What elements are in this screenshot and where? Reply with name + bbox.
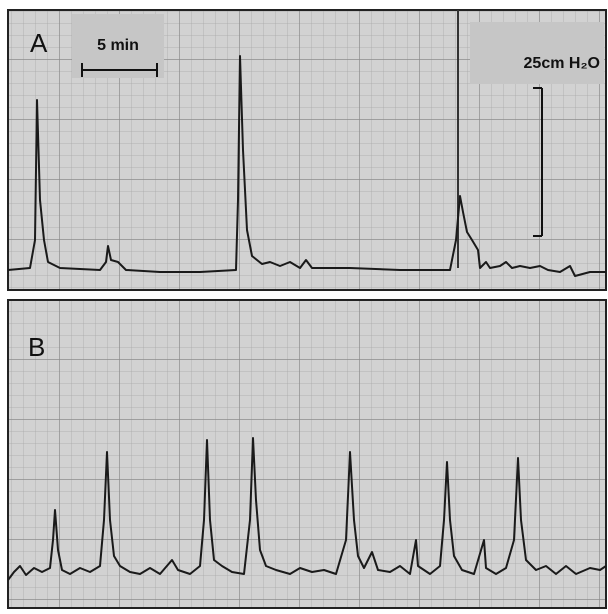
label-patch xyxy=(72,14,164,78)
panel-b: B xyxy=(7,299,607,609)
pressure-scale-label: 25cm H₂O xyxy=(524,55,600,72)
panel-label: B xyxy=(28,332,45,362)
panel-label: A xyxy=(30,28,48,58)
time-scale-label: 5 min xyxy=(97,37,139,54)
panel-border xyxy=(7,9,607,291)
panel-a: A 5 min 25cm H₂O xyxy=(7,9,607,291)
pressure-trace xyxy=(7,437,607,581)
panel-border xyxy=(7,299,607,609)
time-scale-bar xyxy=(81,63,158,77)
grid xyxy=(8,300,606,608)
pressure-scale-bar xyxy=(533,87,543,237)
pressure-trace xyxy=(7,55,606,277)
label-patch xyxy=(470,22,604,84)
